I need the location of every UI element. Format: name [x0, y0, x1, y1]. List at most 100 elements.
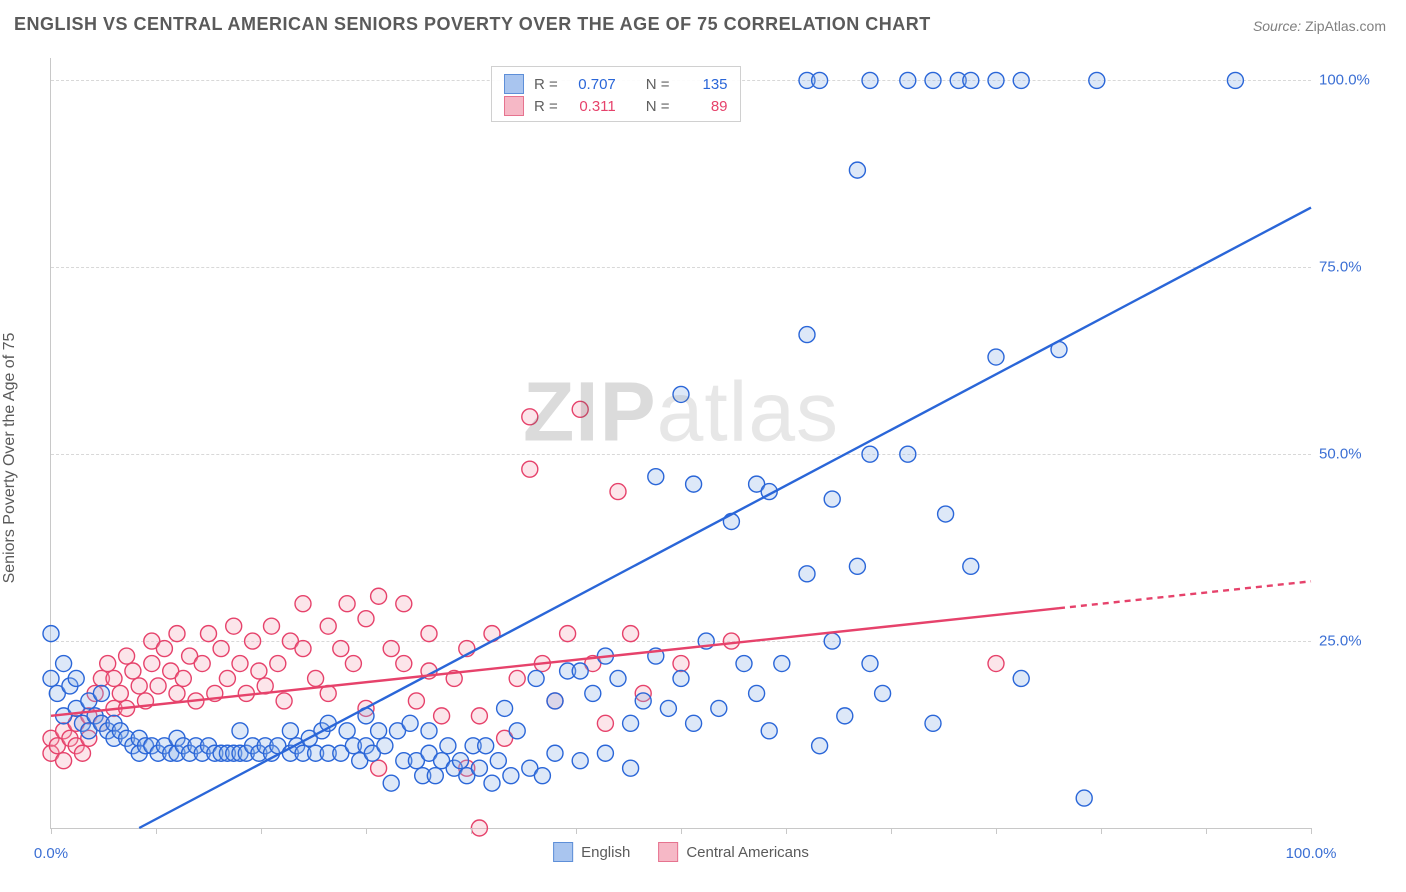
scatter-point	[471, 760, 487, 776]
scatter-point	[528, 670, 544, 686]
scatter-point	[547, 693, 563, 709]
y-tick-label: 25.0%	[1319, 633, 1389, 650]
scatter-point	[723, 633, 739, 649]
scatter-point	[824, 633, 840, 649]
scatter-point	[453, 753, 469, 769]
scatter-point	[125, 663, 141, 679]
scatter-point	[320, 618, 336, 634]
scatter-point	[396, 656, 412, 672]
scatter-point	[572, 401, 588, 417]
scatter-point	[421, 626, 437, 642]
scatter-point	[56, 753, 72, 769]
scatter-point	[484, 775, 500, 791]
scatter-point	[232, 656, 248, 672]
scatter-point	[427, 768, 443, 784]
scatter-point	[900, 446, 916, 462]
scatter-point	[812, 72, 828, 88]
scatter-point	[93, 685, 109, 701]
scatter-point	[686, 715, 702, 731]
legend-item-english: English	[553, 842, 630, 862]
scatter-point	[396, 596, 412, 612]
series-legend: English Central Americans	[553, 842, 809, 862]
swatch-central	[658, 842, 678, 862]
scatter-point	[610, 670, 626, 686]
scatter-point	[862, 446, 878, 462]
scatter-point	[43, 626, 59, 642]
scatter-point	[799, 566, 815, 582]
regression-line-extrapolated	[1059, 581, 1311, 608]
scatter-point	[862, 656, 878, 672]
scatter-point	[925, 715, 941, 731]
scatter-point	[938, 506, 954, 522]
scatter-point	[673, 670, 689, 686]
n-value-english: 135	[680, 76, 728, 93]
scatter-point	[1227, 72, 1243, 88]
swatch-english	[504, 74, 524, 94]
scatter-point	[112, 685, 128, 701]
scatter-point	[175, 670, 191, 686]
x-tick-mark	[891, 828, 892, 834]
scatter-point	[875, 685, 891, 701]
scatter-point	[509, 670, 525, 686]
scatter-point	[131, 678, 147, 694]
stats-legend: R = 0.707 N = 135 R = 0.311 N = 89	[491, 66, 741, 122]
scatter-point	[597, 715, 613, 731]
scatter-point	[761, 723, 777, 739]
scatter-point	[988, 656, 1004, 672]
scatter-point	[232, 723, 248, 739]
legend-label-english: English	[581, 844, 630, 861]
scatter-point	[686, 476, 702, 492]
n-label: N =	[646, 98, 670, 115]
scatter-point	[43, 670, 59, 686]
scatter-point	[623, 626, 639, 642]
source-label: Source:	[1253, 18, 1301, 34]
scatter-point	[333, 641, 349, 657]
scatter-point	[522, 409, 538, 425]
scatter-point	[440, 738, 456, 754]
chart-container: Seniors Poverty Over the Age of 75 ZIPat…	[0, 48, 1406, 868]
plot-area: ZIPatlas 25.0%50.0%75.0%100.0% R = 0.707…	[50, 58, 1311, 829]
scatter-point	[345, 656, 361, 672]
scatter-point	[245, 633, 261, 649]
scatter-point	[824, 491, 840, 507]
scatter-point	[201, 626, 217, 642]
scatter-point	[371, 588, 387, 604]
scatter-point	[1013, 670, 1029, 686]
n-value-central: 89	[680, 98, 728, 115]
y-tick-label: 50.0%	[1319, 446, 1389, 463]
x-tick-mark	[786, 828, 787, 834]
scatter-point	[371, 723, 387, 739]
r-label: R =	[534, 98, 558, 115]
r-label: R =	[534, 76, 558, 93]
scatter-point	[282, 723, 298, 739]
scatter-point	[144, 656, 160, 672]
legend-item-central: Central Americans	[658, 842, 809, 862]
scatter-point	[673, 386, 689, 402]
scatter-point	[150, 678, 166, 694]
legend-label-central: Central Americans	[686, 844, 809, 861]
stats-row-central: R = 0.311 N = 89	[504, 95, 728, 117]
scatter-point	[156, 641, 172, 657]
stats-row-english: R = 0.707 N = 135	[504, 73, 728, 95]
scatter-point	[572, 753, 588, 769]
scatter-point	[251, 663, 267, 679]
scatter-point	[723, 513, 739, 529]
scatter-point	[925, 72, 941, 88]
regression-line	[139, 208, 1311, 828]
scatter-point	[749, 685, 765, 701]
scatter-point	[308, 670, 324, 686]
x-tick-mark	[471, 828, 472, 834]
scatter-point	[100, 656, 116, 672]
scatter-point	[560, 626, 576, 642]
scatter-point	[339, 723, 355, 739]
scatter-point	[711, 700, 727, 716]
x-tick-mark	[366, 828, 367, 834]
scatter-point	[635, 693, 651, 709]
scatter-point	[673, 656, 689, 672]
scatter-point	[862, 72, 878, 88]
scatter-point	[497, 700, 513, 716]
scatter-point	[383, 641, 399, 657]
scatter-point	[503, 768, 519, 784]
r-value-english: 0.707	[568, 76, 616, 93]
scatter-point	[799, 327, 815, 343]
